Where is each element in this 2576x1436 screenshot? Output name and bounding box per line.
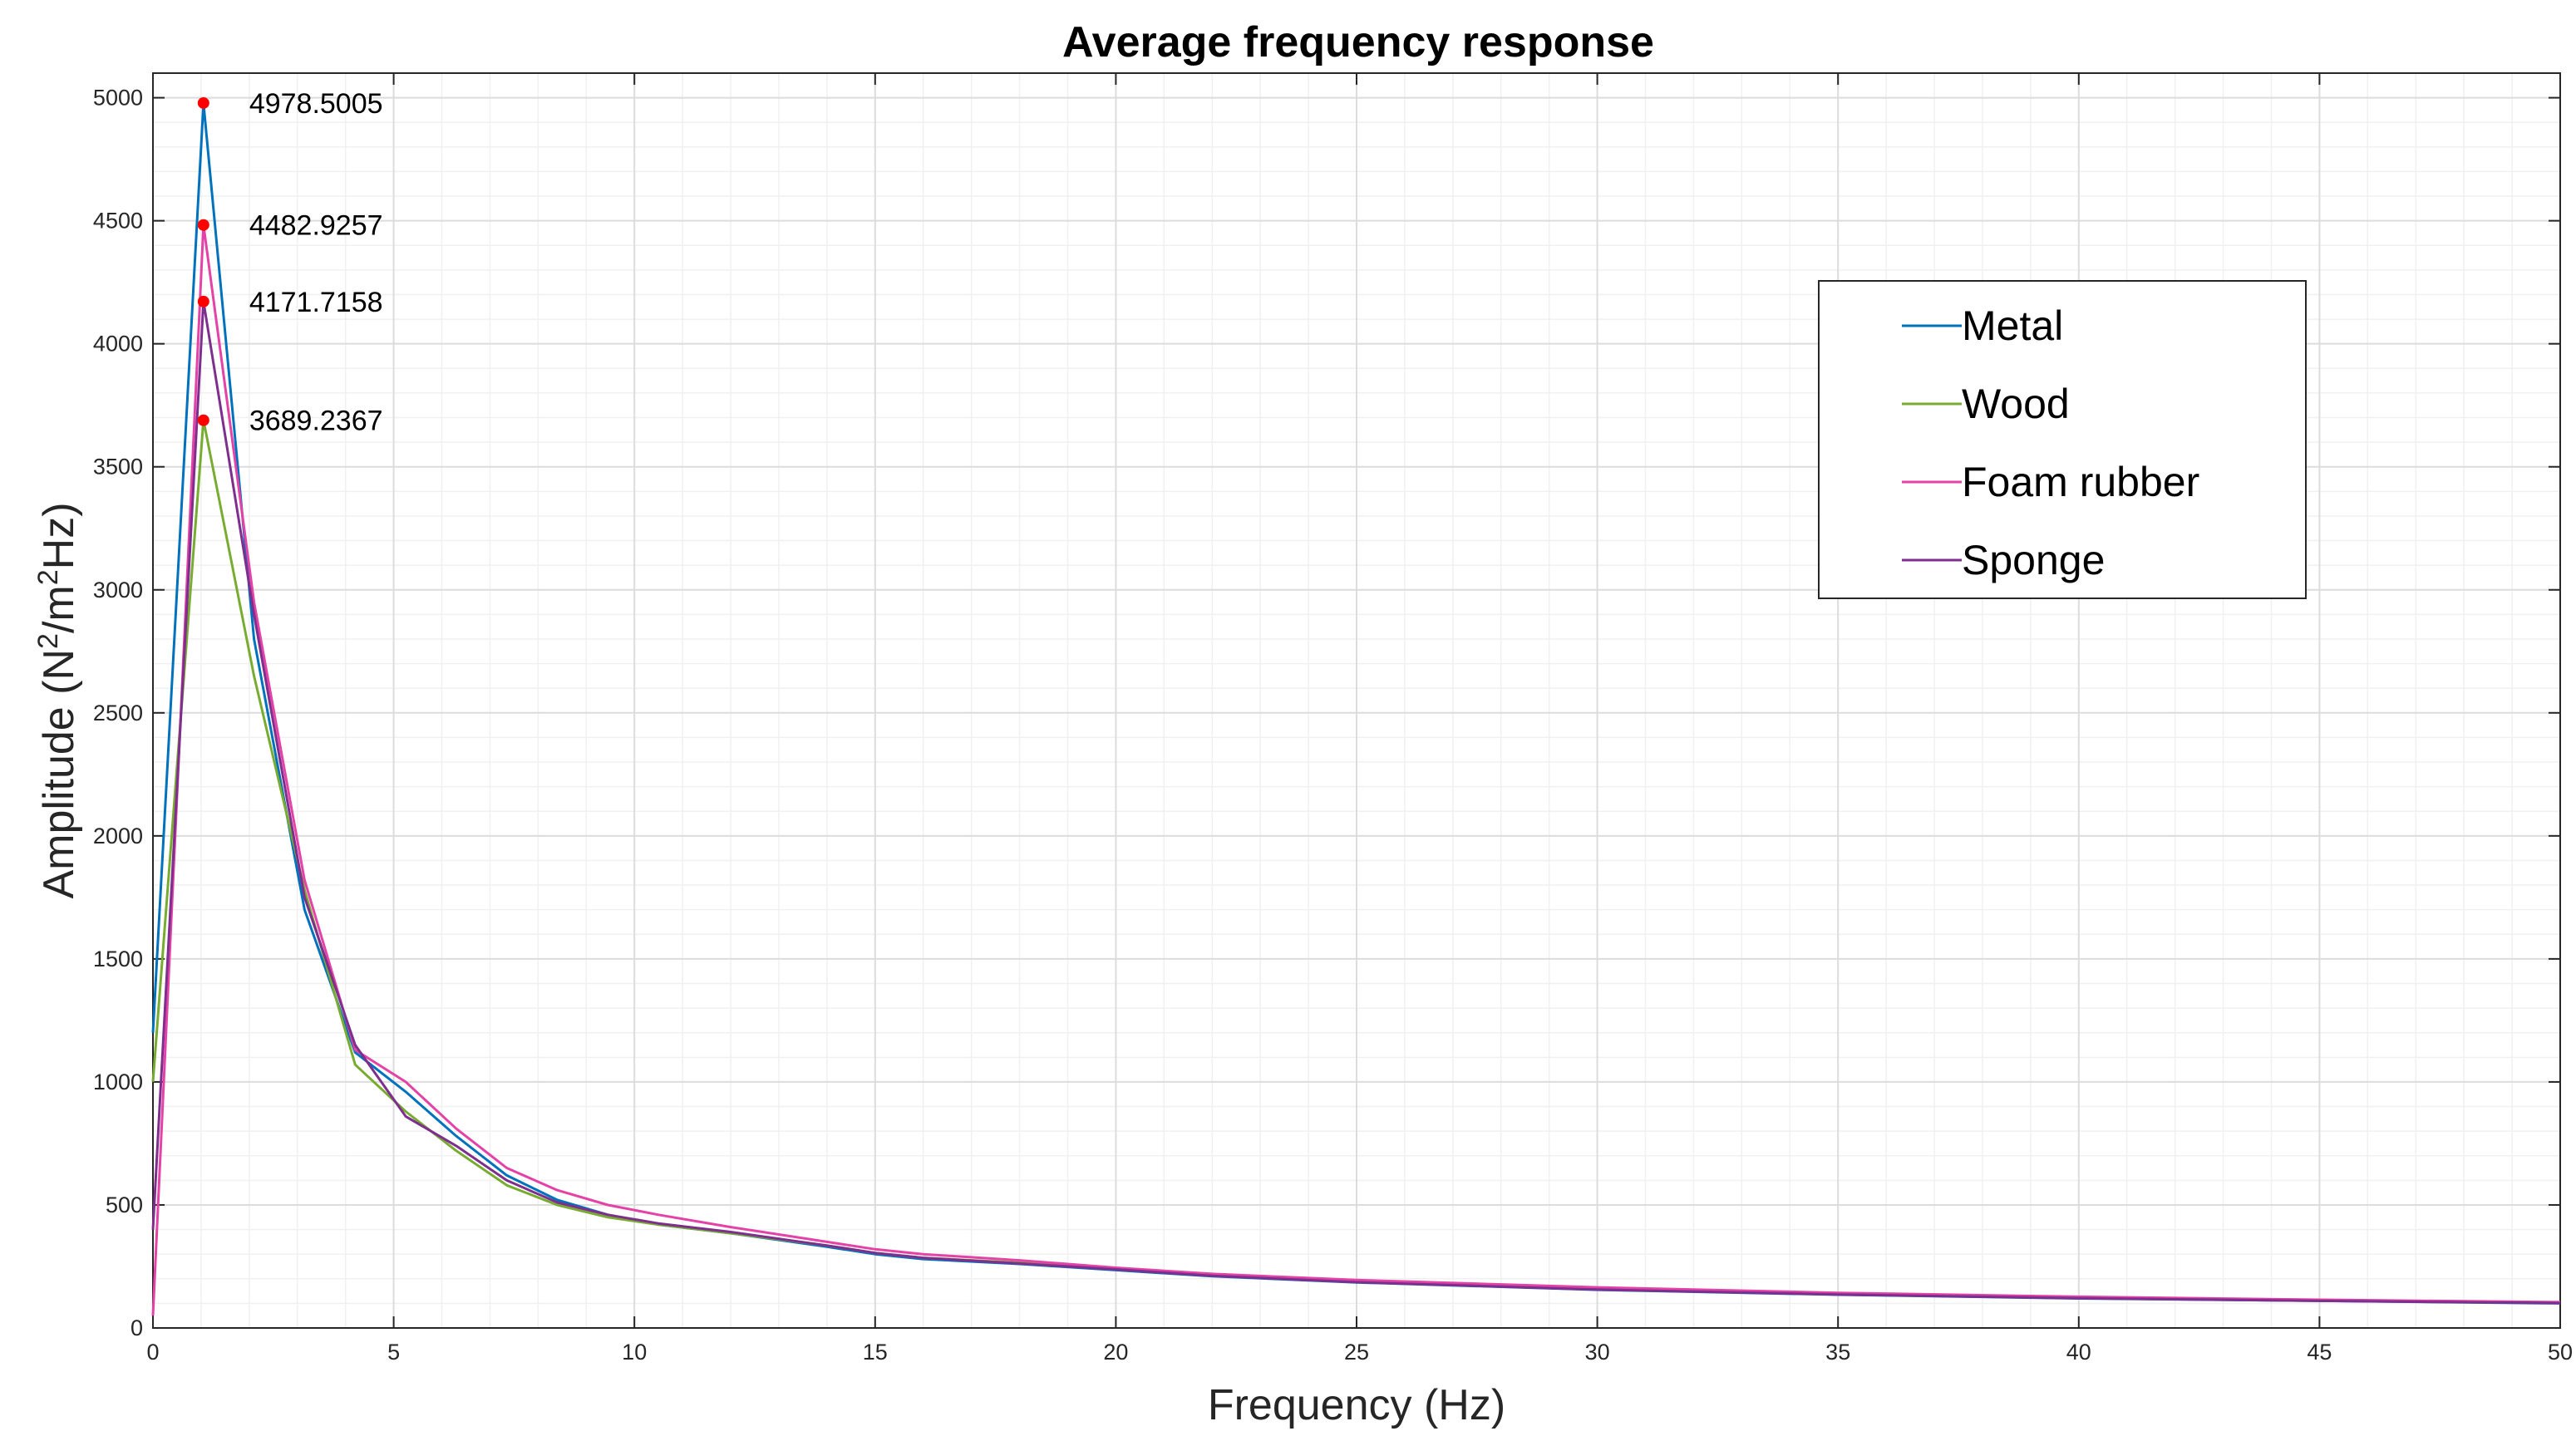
legend-label: Foam rubber xyxy=(1962,459,2199,505)
y-axis-label-part-b: /m xyxy=(35,585,83,633)
x-tick-label: 0 xyxy=(146,1340,159,1365)
y-tick-label: 0 xyxy=(131,1316,143,1340)
x-tick-label: 50 xyxy=(2548,1340,2573,1365)
x-tick-label: 40 xyxy=(2066,1340,2091,1365)
major-grid xyxy=(152,73,2561,1329)
x-tick-label: 45 xyxy=(2307,1340,2332,1365)
y-axis-label-sup-1: 2 xyxy=(32,633,64,649)
y-tick-label: 2000 xyxy=(93,824,143,848)
y-tick-label: 1500 xyxy=(93,947,143,971)
y-tick-label: 1000 xyxy=(93,1070,143,1094)
x-tick-label: 35 xyxy=(1825,1340,1850,1365)
y-tick-label: 5000 xyxy=(93,86,143,111)
y-tick-label: 3000 xyxy=(93,578,143,602)
legend-label: Metal xyxy=(1962,302,2063,349)
series-line-sponge xyxy=(151,300,2561,1305)
legend-label: Wood xyxy=(1962,381,2070,427)
x-tick-label: 5 xyxy=(387,1340,400,1365)
peak-label: 4978.5005 xyxy=(249,88,383,120)
x-tick-label: 25 xyxy=(1344,1340,1369,1365)
y-axis-ticks: 0 500 1000 1500 2000 2500 3000 3500 4000 4500 5000 xyxy=(93,86,2560,1340)
peak-marker xyxy=(197,295,209,307)
y-axis-label-sup-2: 2 xyxy=(32,569,64,585)
y-axis-label-part-c: Hz) xyxy=(35,502,83,569)
peak-marker xyxy=(197,414,209,426)
y-tick-label: 3500 xyxy=(93,455,143,479)
x-tick-label: 15 xyxy=(863,1340,888,1365)
legend-label: Sponge xyxy=(1962,537,2105,583)
y-tick-label: 2500 xyxy=(93,701,143,725)
legend: Metal Wood Foam rubber Sponge xyxy=(1818,280,2307,599)
peak-marker xyxy=(197,96,209,109)
peak-markers: 4978.5005 4482.9257 4171.7158 3689.2367 xyxy=(197,88,383,437)
series-layer xyxy=(151,101,2561,1316)
x-tick-label: 10 xyxy=(622,1340,647,1365)
peak-label: 3689.2367 xyxy=(249,406,383,437)
peak-marker xyxy=(197,219,209,231)
x-axis-label: Frequency (Hz) xyxy=(1208,1381,1505,1429)
x-tick-label: 30 xyxy=(1585,1340,1610,1365)
chart-title: Average frequency response xyxy=(1062,18,1654,66)
y-tick-label: 4500 xyxy=(93,209,143,234)
x-tick-label: 20 xyxy=(1103,1340,1128,1365)
peak-label: 4171.7158 xyxy=(249,287,383,318)
legend-box xyxy=(1818,280,2307,599)
y-axis-label-part-a: Amplitude (N xyxy=(35,649,83,899)
y-tick-label: 500 xyxy=(106,1193,143,1217)
x-axis-ticks: 0 5 10 15 20 25 30 35 40 45 50 xyxy=(146,73,2573,1365)
y-axis-label: Amplitude (N2/m2Hz) xyxy=(32,502,83,898)
peak-label: 4482.9257 xyxy=(249,210,383,242)
y-tick-label: 4000 xyxy=(93,332,143,357)
